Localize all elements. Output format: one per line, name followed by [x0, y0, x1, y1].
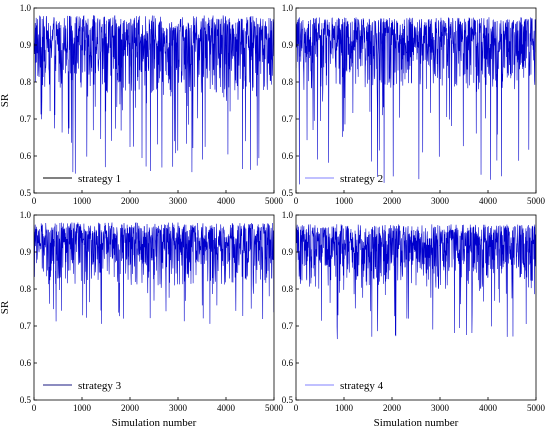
- legend-label: strategy 2: [340, 173, 383, 185]
- x-tick-label: 4000: [479, 403, 498, 413]
- plot-frame: [295, 7, 537, 194]
- series-line-1: [34, 15, 274, 174]
- series-line-3: [34, 222, 274, 324]
- y-tick-label: 0.8: [282, 284, 294, 294]
- x-tick-label: 5000: [265, 403, 284, 413]
- chart-panel-3: 0 1000 2000 3000 4000 5000 0.5 0.6 0.7 0.8 0.9 1.0 S…: [0, 210, 284, 429]
- legend: strategy 1: [43, 173, 121, 185]
- x-tick-label: 2000: [383, 196, 402, 206]
- y-tick-label: 1.0: [282, 3, 294, 13]
- x-tick-label: 0: [32, 196, 37, 206]
- x-tick-label: 2000: [121, 403, 140, 413]
- y-tick-label: 1.0: [282, 210, 294, 220]
- series-line-2: [296, 17, 536, 185]
- legend-label: strategy 4: [340, 380, 384, 392]
- x-tick-label: 5000: [527, 196, 546, 206]
- y-tick-label: 0.8: [20, 284, 32, 294]
- x-axis-label: Simulation number: [374, 417, 459, 429]
- x-tick-label: 0: [32, 403, 37, 413]
- y-tick-label: 1.0: [20, 210, 32, 220]
- x-tick-label: 0: [294, 403, 299, 413]
- x-tick-label: 5000: [265, 196, 284, 206]
- x-tick-label: 1000: [73, 403, 92, 413]
- y-tick-label: 0.6: [20, 358, 32, 368]
- y-axis-label: SR: [0, 93, 11, 107]
- chart-panel-1: 0 1000 2000 3000 4000 5000 0.5 0.6 0.7 0.8 0.9 1.0 S…: [0, 3, 284, 206]
- y-tick-label: 0.7: [282, 321, 294, 331]
- x-tick-label: 4000: [217, 403, 236, 413]
- plot-frame: [33, 7, 275, 194]
- y-tick-label: 0.6: [282, 358, 294, 368]
- y-tick-label: 0.5: [282, 188, 294, 198]
- legend: strategy 3: [43, 380, 122, 392]
- y-tick-label: 0.9: [20, 40, 32, 50]
- x-tick-label: 5000: [527, 403, 546, 413]
- y-tick-label: 0.5: [20, 395, 32, 405]
- plot-frame: [295, 214, 537, 401]
- plot-frame: [33, 214, 275, 401]
- x-axis-label: Simulation number: [112, 417, 197, 429]
- legend: strategy 2: [305, 173, 383, 185]
- x-tick-label: 0: [294, 196, 299, 206]
- x-tick-label: 2000: [383, 403, 402, 413]
- x-tick-label: 1000: [335, 403, 354, 413]
- x-tick-label: 3000: [169, 403, 188, 413]
- x-tick-label: 2000: [121, 196, 140, 206]
- legend-label: strategy 3: [78, 380, 122, 392]
- y-tick-label: 0.5: [20, 188, 32, 198]
- y-tick-label: 0.7: [20, 114, 32, 124]
- y-tick-label: 0.5: [282, 395, 294, 405]
- y-tick-label: 0.6: [20, 151, 32, 161]
- x-tick-label: 3000: [431, 403, 450, 413]
- y-tick-label: 0.9: [282, 247, 294, 257]
- y-axis-label: SR: [0, 300, 11, 314]
- legend-label: strategy 1: [78, 173, 121, 185]
- y-tick-label: 1.0: [20, 3, 32, 13]
- y-tick-label: 0.9: [282, 40, 294, 50]
- chart-panel-4: 0 1000 2000 3000 4000 5000 0.5 0.6 0.7 0.8 0.9 1.0 S…: [282, 210, 546, 429]
- y-tick-label: 0.8: [282, 77, 294, 87]
- y-tick-label: 0.6: [282, 151, 294, 161]
- x-tick-label: 4000: [479, 196, 498, 206]
- y-tick-label: 0.8: [20, 77, 32, 87]
- y-tick-label: 0.9: [20, 247, 32, 257]
- x-tick-label: 1000: [73, 196, 92, 206]
- x-tick-label: 3000: [169, 196, 188, 206]
- legend: strategy 4: [305, 380, 384, 392]
- x-tick-label: 4000: [217, 196, 236, 206]
- series-line-4: [296, 224, 536, 340]
- y-tick-label: 0.7: [20, 321, 32, 331]
- chart-panel-2: 0 1000 2000 3000 4000 5000 0.5 0.6 0.7 0.8 0.9 1.0 s…: [282, 3, 546, 206]
- x-tick-label: 1000: [335, 196, 354, 206]
- y-tick-label: 0.7: [282, 114, 294, 124]
- x-tick-label: 3000: [431, 196, 450, 206]
